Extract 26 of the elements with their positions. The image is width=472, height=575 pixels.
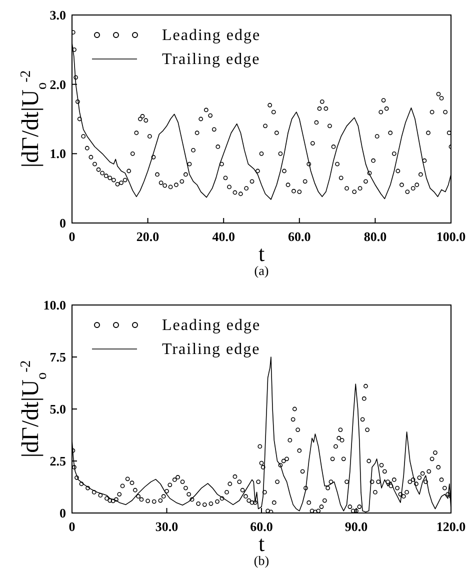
x-axis-title: t — [258, 241, 265, 266]
y-tick-label: 5.0 — [50, 402, 66, 416]
x-tick-label: 120.0 — [436, 519, 466, 534]
y-tick-label: 0 — [60, 216, 66, 230]
legend-label: Leading edge — [162, 317, 261, 334]
x-tick-label: 30.0 — [155, 519, 178, 534]
legend-label: Trailing edge — [162, 341, 260, 358]
y-tick-label: 3.0 — [50, 8, 66, 22]
x-tick-label: 90.0 — [344, 519, 368, 534]
x-tick-label: 20.0 — [136, 229, 160, 244]
x-tick-label: 80.0 — [364, 229, 387, 244]
legend-label: Leading edge — [162, 27, 261, 44]
y-tick-label: 1.0 — [50, 146, 66, 162]
y-tick-label: 10.0 — [43, 298, 66, 312]
y-tick-label: 7.5 — [50, 350, 66, 364]
x-tick-label: 40.0 — [212, 229, 235, 244]
x-tick-label: 60.0 — [250, 519, 273, 534]
text: (a) — [254, 263, 269, 278]
y-tick-label: 2.0 — [50, 76, 66, 92]
text: (b) — [254, 553, 270, 568]
x-tick-label: 100.0 — [436, 229, 466, 244]
y-tick-label: 2.5 — [50, 454, 66, 468]
legend-label: Trailing edge — [162, 51, 260, 68]
y-tick-label: 0 — [60, 506, 66, 520]
x-tick-label: 60.0 — [288, 229, 311, 244]
x-axis-title: t — [258, 531, 265, 556]
